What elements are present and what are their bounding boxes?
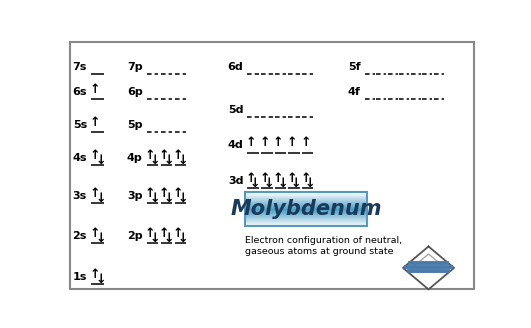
Bar bbox=[245, 219, 367, 220]
Bar bbox=[245, 202, 367, 203]
Text: 5s: 5s bbox=[73, 120, 87, 130]
Bar bbox=[245, 217, 367, 218]
Text: ↓: ↓ bbox=[150, 192, 160, 205]
Bar bbox=[245, 205, 367, 206]
Text: ↑: ↑ bbox=[287, 136, 297, 150]
Bar bbox=[245, 201, 367, 202]
Bar bbox=[245, 213, 367, 214]
Text: ↓: ↓ bbox=[177, 154, 188, 167]
Text: ↓: ↓ bbox=[164, 154, 174, 167]
Text: ↓: ↓ bbox=[95, 154, 106, 167]
Text: 5d: 5d bbox=[228, 105, 243, 115]
Text: 3d: 3d bbox=[228, 176, 243, 186]
Text: 3s: 3s bbox=[73, 191, 87, 201]
Text: ↑: ↑ bbox=[144, 227, 155, 240]
Text: ↑: ↑ bbox=[90, 268, 100, 281]
Bar bbox=[245, 208, 367, 209]
Text: ↑: ↑ bbox=[90, 149, 100, 162]
Text: ↑: ↑ bbox=[173, 227, 183, 240]
Text: 7s: 7s bbox=[73, 62, 87, 72]
Text: ↑: ↑ bbox=[246, 172, 256, 185]
Bar bbox=[245, 206, 367, 207]
Text: ↓: ↓ bbox=[95, 273, 106, 286]
Text: ↓: ↓ bbox=[150, 154, 160, 167]
Text: ↓: ↓ bbox=[250, 177, 261, 190]
Text: ↑: ↑ bbox=[173, 149, 183, 162]
Text: 4f: 4f bbox=[348, 87, 361, 97]
Text: Molybdenum: Molybdenum bbox=[230, 199, 382, 219]
Text: 4d: 4d bbox=[228, 140, 243, 151]
Text: ↑: ↑ bbox=[90, 83, 100, 96]
Bar bbox=[245, 209, 367, 210]
Bar bbox=[245, 218, 367, 219]
Bar bbox=[245, 192, 367, 193]
Bar bbox=[245, 210, 367, 211]
Text: ↑: ↑ bbox=[90, 116, 100, 129]
Text: ↓: ↓ bbox=[277, 177, 288, 190]
Text: ↑: ↑ bbox=[159, 187, 169, 200]
Bar bbox=[245, 192, 367, 226]
Bar bbox=[245, 200, 367, 201]
Text: 7p: 7p bbox=[127, 62, 142, 72]
Bar bbox=[245, 195, 367, 196]
Text: ↓: ↓ bbox=[177, 192, 188, 205]
Text: ↑: ↑ bbox=[159, 227, 169, 240]
Bar bbox=[245, 203, 367, 204]
Text: ↑: ↑ bbox=[159, 149, 169, 162]
Bar bbox=[245, 199, 367, 200]
Text: 4s: 4s bbox=[72, 153, 87, 163]
Text: ↑: ↑ bbox=[173, 187, 183, 200]
Text: 3p: 3p bbox=[127, 191, 142, 201]
Text: ↓: ↓ bbox=[164, 232, 174, 245]
Text: 5f: 5f bbox=[348, 62, 361, 72]
Bar bbox=[245, 215, 367, 216]
Text: 1s: 1s bbox=[73, 272, 87, 282]
Bar bbox=[245, 212, 367, 213]
Text: 5p: 5p bbox=[127, 120, 142, 130]
Text: 2p: 2p bbox=[127, 231, 142, 241]
Text: Electron configuration of neutral,
gaseous atoms at ground state: Electron configuration of neutral, gaseo… bbox=[245, 236, 402, 256]
Text: 6p: 6p bbox=[127, 87, 142, 97]
Bar bbox=[245, 198, 367, 199]
Text: ↑: ↑ bbox=[246, 136, 256, 150]
Text: ↓: ↓ bbox=[164, 192, 174, 205]
Text: ↑: ↑ bbox=[90, 227, 100, 240]
Bar bbox=[245, 222, 367, 223]
Bar bbox=[245, 204, 367, 205]
Text: ↑: ↑ bbox=[273, 136, 284, 150]
Text: ↑: ↑ bbox=[144, 187, 155, 200]
Bar bbox=[245, 194, 367, 195]
Text: 6s: 6s bbox=[72, 87, 87, 97]
Text: 6d: 6d bbox=[228, 62, 243, 72]
Text: ↑: ↑ bbox=[260, 136, 270, 150]
Bar bbox=[245, 196, 367, 197]
Bar bbox=[245, 225, 367, 226]
Text: ↓: ↓ bbox=[177, 232, 188, 245]
Bar bbox=[245, 207, 367, 208]
Text: ↑: ↑ bbox=[144, 149, 155, 162]
Bar bbox=[245, 224, 367, 225]
Text: ↓: ↓ bbox=[263, 177, 274, 190]
Bar bbox=[245, 220, 367, 221]
Text: ↓: ↓ bbox=[95, 232, 106, 245]
Text: ↑: ↑ bbox=[90, 187, 100, 200]
Bar bbox=[245, 211, 367, 212]
Text: ↑: ↑ bbox=[273, 172, 284, 185]
Text: ↑: ↑ bbox=[300, 136, 311, 150]
Bar bbox=[245, 193, 367, 194]
Text: ↑: ↑ bbox=[260, 172, 270, 185]
Text: ↓: ↓ bbox=[291, 177, 301, 190]
Text: 4p: 4p bbox=[127, 153, 142, 163]
Bar bbox=[245, 214, 367, 215]
Text: ↓: ↓ bbox=[304, 177, 315, 190]
Bar bbox=[245, 221, 367, 222]
Bar bbox=[245, 197, 367, 198]
Text: ↑: ↑ bbox=[287, 172, 297, 185]
Bar bbox=[245, 216, 367, 217]
Text: ↓: ↓ bbox=[150, 232, 160, 245]
Text: 2s: 2s bbox=[73, 231, 87, 241]
Bar bbox=[245, 223, 367, 224]
Text: ↑: ↑ bbox=[300, 172, 311, 185]
Text: ↓: ↓ bbox=[95, 192, 106, 205]
